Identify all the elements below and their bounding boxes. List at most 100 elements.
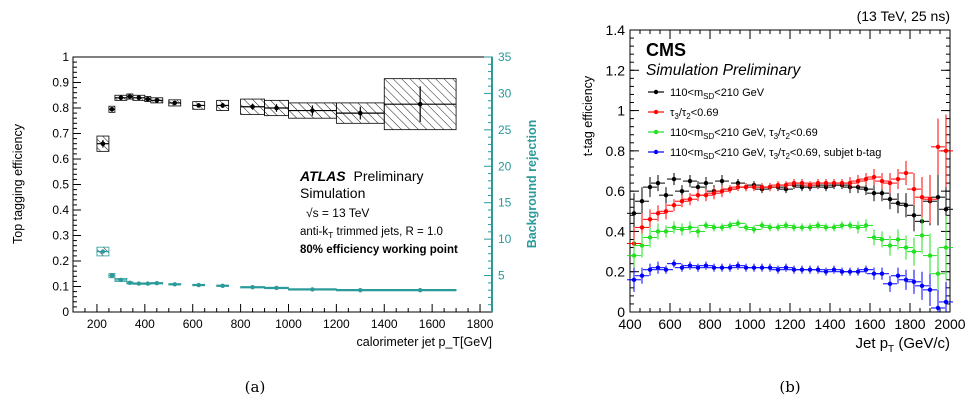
series-blue-point <box>703 263 709 268</box>
legend-text-part: SD <box>703 132 714 141</box>
series-blue-point <box>671 261 677 266</box>
efficiency-point <box>145 96 151 102</box>
series-red-point <box>839 180 845 186</box>
series-green-point <box>727 223 733 228</box>
efficiency-point <box>109 106 115 112</box>
series-green-point <box>863 223 869 228</box>
series-red-point <box>903 170 909 176</box>
x-tick-label-a: 600 <box>183 317 203 331</box>
legend-label-3: 110<mSD<210 GeV, τ3/τ2<0.69, subjet b-ta… <box>670 147 881 161</box>
panel-a-xlabel: calorimeter jet p_T[GeV] <box>357 335 492 349</box>
legend-text-part: τ <box>781 127 786 139</box>
series-blue-point <box>751 265 757 270</box>
x-tick-label-a: 1200 <box>323 317 350 331</box>
series-blue-point <box>871 271 877 276</box>
series-blue-point <box>631 277 637 282</box>
rejection-point <box>127 280 133 286</box>
rejection-point <box>109 273 115 278</box>
x-tick-label-b: 1600 <box>854 316 885 332</box>
legend-text-part: 110< <box>670 127 694 139</box>
series-red-point <box>863 176 869 182</box>
series-green-point <box>823 225 829 230</box>
panel-b-xlabel: Jet pT (GeV/c) <box>856 335 950 355</box>
series-red-point <box>895 176 901 182</box>
series-red-point <box>887 180 893 186</box>
rejection-point <box>196 282 201 288</box>
series-blue-point <box>695 265 701 270</box>
series-black-point <box>935 194 941 200</box>
series-blue-point <box>727 265 733 270</box>
legend-text-part: m <box>694 87 703 99</box>
series-blue-point <box>943 299 949 305</box>
series-red-point <box>751 184 757 190</box>
series-blue-point <box>711 265 717 270</box>
legend-text-part: <0.69 <box>691 107 719 119</box>
legend-text-part: 2 <box>785 132 790 141</box>
y-tick-label-b: 0 <box>617 304 625 320</box>
series-red-point <box>775 182 781 188</box>
x-tick-label-b: 1800 <box>894 316 925 332</box>
series-red-point <box>935 144 941 150</box>
efficiency-point <box>274 105 279 111</box>
series-black-point <box>647 184 653 190</box>
panel-b: 400 600 800 1000 1200 1400 1600 1800 2000 0 0.2 0.4… <box>581 8 966 355</box>
series-green-point <box>791 225 797 230</box>
series-blue-point <box>863 267 869 272</box>
x-tick-label-b: 1200 <box>774 316 805 332</box>
y2-tick-label-a: 15 <box>498 196 512 210</box>
series-blue-point <box>887 281 893 286</box>
series-blue-point <box>791 267 797 272</box>
y-tick-label-b: 1 <box>617 103 625 119</box>
series-green-point <box>639 243 645 248</box>
series-red-point <box>847 180 853 186</box>
series-black-point <box>631 211 637 216</box>
series-blue-point <box>815 267 821 272</box>
legend-text-part: / <box>778 127 782 139</box>
legend-label-2: 110<mSD<210 GeV, τ3/τ2<0.69 <box>670 127 818 141</box>
legend-text-part: SD <box>703 92 714 101</box>
series-black-point <box>895 201 901 206</box>
series-black-point <box>903 203 909 208</box>
series-red-point <box>855 178 861 184</box>
cms-simulation-label: Simulation Preliminary <box>646 62 801 79</box>
series-green-point <box>807 225 813 230</box>
series-black-point <box>719 178 725 184</box>
series-green-point <box>751 227 757 232</box>
panel-b-ticks: 400 600 800 1000 1200 1400 1600 1800 2000 0 0.2 0.4… <box>606 22 966 332</box>
x-tick-label-b: 1000 <box>734 316 765 332</box>
series-green-point <box>903 245 909 250</box>
series-blue-point <box>823 269 829 274</box>
legend-text-part: m <box>694 147 703 159</box>
series-green-point <box>847 223 853 228</box>
y-tick-label-b: 1.4 <box>606 22 626 38</box>
legend-text-part: <0.69, subjet b-tag <box>790 147 881 159</box>
series-black-point <box>943 207 949 212</box>
series-blue-point <box>847 269 853 274</box>
series-green-point <box>879 237 885 242</box>
y-tick-label-a: 0.4 <box>52 203 69 217</box>
series-green-point <box>943 245 949 250</box>
panel-b-header: (13 TeV, 25 ns) <box>857 8 950 24</box>
y2-tick-label-a: 10 <box>498 232 512 246</box>
series-black-point <box>663 192 669 198</box>
efficiency-point <box>310 108 315 113</box>
legend-text-part: / <box>679 107 683 119</box>
efficiency-point <box>220 103 225 108</box>
legend-text-part: τ <box>769 127 774 139</box>
series-blue-point <box>799 267 805 272</box>
series-black-point <box>871 190 877 196</box>
legend-text-part: 3 <box>774 132 779 141</box>
rejection-point <box>154 281 159 286</box>
panel-b-xlabel-main: Jet p <box>856 335 889 352</box>
series-blue-point <box>927 287 933 293</box>
series-black-point <box>863 186 869 192</box>
efficiency-point <box>196 103 201 108</box>
series-green-point <box>775 225 781 230</box>
series-blue-point <box>775 267 781 272</box>
efficiency-point <box>154 98 160 103</box>
series-green-point <box>647 235 653 240</box>
series-red-point <box>831 180 837 186</box>
series-blue-point <box>783 265 789 270</box>
y2-tick-label-a: 30 <box>498 86 512 100</box>
series-red-point <box>807 182 813 188</box>
